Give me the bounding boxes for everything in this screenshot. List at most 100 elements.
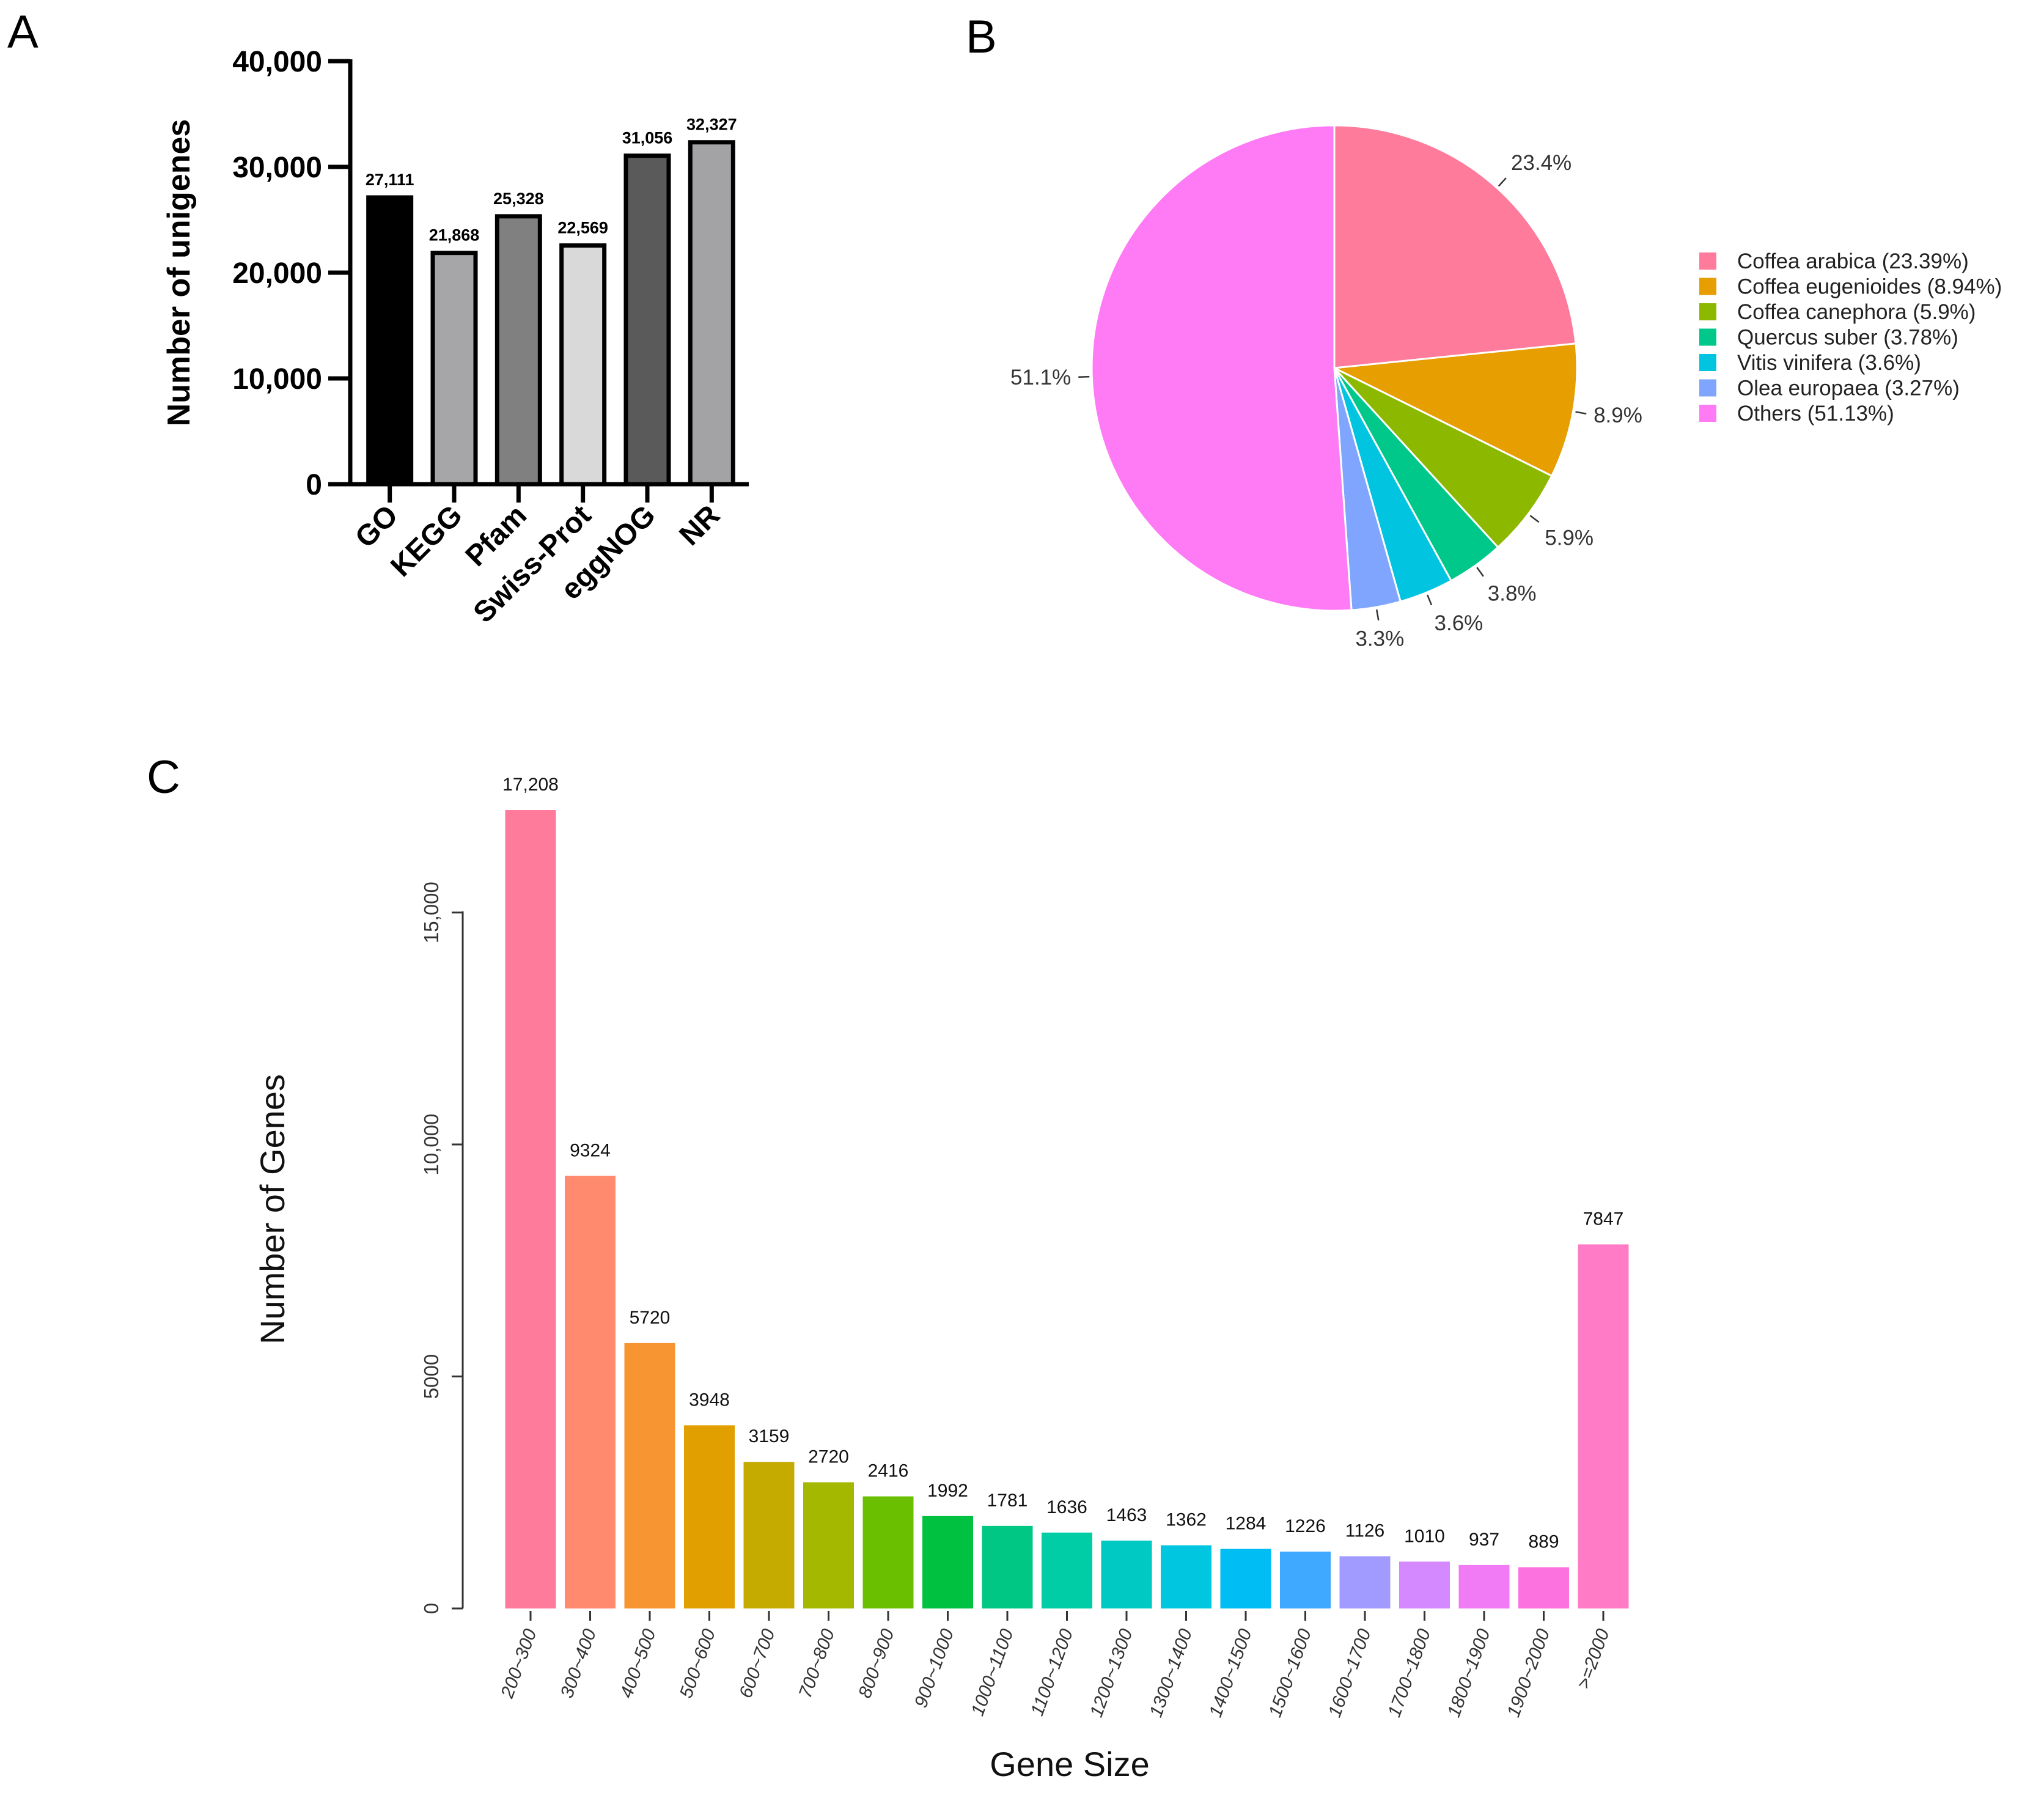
chart-c-x-tick-label: 1600~1700 (1325, 1626, 1375, 1720)
chart-a-value-label: 32,327 (686, 116, 737, 134)
chart-c-x-tick-label: 1700~1800 (1384, 1626, 1435, 1720)
chart-c-bar (1578, 1244, 1629, 1608)
chart-c-value-label: 3948 (689, 1390, 730, 1410)
chart-c-bar (565, 1176, 616, 1608)
chart-c-x-tick-label: 400~500 (616, 1626, 660, 1701)
pie-legend-swatch (1699, 278, 1716, 295)
chart-c-value-label: 2720 (808, 1447, 849, 1467)
chart-c-value-label: 1992 (927, 1481, 968, 1501)
chart-c-value-label: 1126 (1345, 1521, 1385, 1541)
chart-c-x-tick-label: 200~300 (497, 1626, 541, 1701)
chart-a-value-label: 21,868 (429, 226, 480, 245)
chart-a-bar (430, 251, 478, 487)
pie-slice (1090, 124, 1353, 612)
pie-legend-swatch (1699, 328, 1716, 346)
panel-label-c: C (147, 751, 180, 803)
chart-c-x-tick-label: 1500~1600 (1265, 1626, 1315, 1720)
pie-slice (1333, 124, 1577, 369)
chart-b-species-distribution: 23.4% 8.9% 5.9% 3.8%3.6% 3.3% 51.1% Coffea ara… (1010, 124, 2002, 651)
chart-c-y-tick-label: 15,000 (420, 882, 443, 943)
chart-a-y-tick-label: 30,000 (232, 152, 322, 184)
pie-legend-label: Quercus suber (3.78%) (1737, 326, 1958, 350)
chart-c-value-label: 1636 (1046, 1497, 1087, 1517)
pie-legend-swatch (1699, 379, 1716, 397)
pie-slice-label: 3.6% (1435, 611, 1483, 635)
chart-c-value-label: 5720 (630, 1308, 671, 1328)
chart-c-value-label: 1463 (1106, 1505, 1147, 1525)
chart-c-x-tick-label: 1100~1200 (1027, 1626, 1077, 1719)
chart-c-x-tick-label: 800~900 (855, 1626, 898, 1701)
chart-c-x-tick-label: 1300~1400 (1145, 1626, 1196, 1720)
chart-c-bar (1220, 1549, 1271, 1608)
panel-label-a: A (7, 6, 39, 58)
chart-c-y-axis-label: Number of Genes (253, 1074, 292, 1344)
chart-a-value-label: 31,056 (622, 129, 673, 147)
chart-c-bar (1161, 1545, 1211, 1608)
chart-c-value-label: 1362 (1166, 1510, 1207, 1530)
chart-c-value-label: 3159 (749, 1426, 790, 1446)
chart-a-y-tick-label: 20,000 (232, 257, 322, 290)
pie-legend-label: Coffea canephora (5.9%) (1737, 300, 1976, 324)
panel-label-b: B (966, 11, 997, 63)
chart-c-value-label: 17,208 (502, 775, 559, 795)
chart-c-bar (1101, 1540, 1152, 1608)
chart-c-x-tick-label: 1400~1500 (1205, 1626, 1256, 1720)
chart-c-x-tick-label: 600~700 (735, 1626, 779, 1701)
chart-c-x-axis-label: Gene Size (990, 1745, 1150, 1783)
chart-c-value-label: 1284 (1226, 1514, 1266, 1534)
chart-c-bar (743, 1462, 795, 1608)
chart-c-bar (862, 1496, 914, 1608)
pie-leader-line (1498, 177, 1507, 187)
chart-a-y-tick-label: 10,000 (232, 363, 322, 396)
pie-slice-label: 51.1% (1010, 366, 1071, 389)
chart-c-bar (624, 1343, 675, 1608)
pie-legend-label: Vitis vinifera (3.6%) (1737, 351, 1921, 375)
pie-slice-label: 3.8% (1488, 582, 1537, 606)
chart-a-y-axis-label: Number of unigenes (161, 119, 197, 427)
chart-a-x-tick-label: NR (674, 499, 726, 551)
chart-a-bar (366, 195, 414, 487)
pie-legend-swatch (1699, 354, 1716, 371)
chart-c-value-label: 1781 (987, 1490, 1028, 1511)
chart-a-bar (688, 140, 735, 487)
chart-a-x-tick-label: KEGG (384, 499, 468, 583)
chart-c-bar (1042, 1532, 1092, 1608)
chart-c-bar (1280, 1551, 1331, 1608)
pie-legend-label: Coffea arabica (23.39%) (1737, 249, 1969, 273)
chart-c-x-tick-label: 700~800 (795, 1626, 839, 1701)
chart-a-unigene-annotation: 0 10,000 20,000 30,000 40,000 Number of unige… (161, 46, 749, 629)
chart-c-x-tick-label: 1900~2000 (1503, 1626, 1554, 1720)
chart-c-value-label: 889 (1528, 1532, 1559, 1552)
chart-a-y-tick-label: 40,000 (232, 46, 322, 78)
chart-c-x-tick-label: 1000~1100 (968, 1626, 1018, 1719)
pie-legend-label: Coffea eugenioides (8.94%) (1737, 275, 2002, 299)
chart-a-bar (623, 153, 671, 487)
pie-leader-line (1427, 594, 1433, 606)
chart-c-x-tick-label: 500~600 (676, 1626, 719, 1701)
pie-slice (1331, 342, 1578, 477)
pie-leader-line (1575, 411, 1587, 415)
chart-a-bar (494, 214, 542, 487)
chart-c-y-tick-label: 0 (420, 1603, 443, 1614)
chart-c-value-label: 937 (1469, 1530, 1499, 1550)
chart-c-bar (982, 1525, 1033, 1608)
chart-c-value-label: 2416 (868, 1461, 909, 1481)
pie-legend-swatch (1699, 405, 1716, 422)
chart-a-value-label: 25,328 (493, 190, 544, 208)
pie-legend-swatch (1699, 303, 1716, 320)
chart-c-x-tick-label: 1800~1900 (1444, 1626, 1494, 1720)
chart-c-y-tick-label: 5000 (420, 1354, 443, 1399)
pie-slice-label: 23.4% (1511, 151, 1572, 175)
chart-c-bar (1399, 1561, 1450, 1608)
pie-legend-swatch (1699, 252, 1716, 270)
chart-c-x-tick-label: 300~400 (557, 1626, 600, 1701)
chart-c-bar (922, 1516, 973, 1608)
pie-slice (1333, 367, 1553, 549)
chart-c-gene-size-distribution: 0 5000 10,000 15,000 Number of Genes 17,208 20… (253, 775, 1629, 1783)
chart-a-x-tick-label: GO (349, 499, 404, 554)
chart-c-value-label: 1010 (1404, 1526, 1445, 1546)
chart-c-value-label: 9324 (570, 1140, 611, 1160)
chart-a-y-tick-label: 0 (306, 469, 322, 501)
pie-legend-label: Others (51.13%) (1737, 402, 1894, 426)
